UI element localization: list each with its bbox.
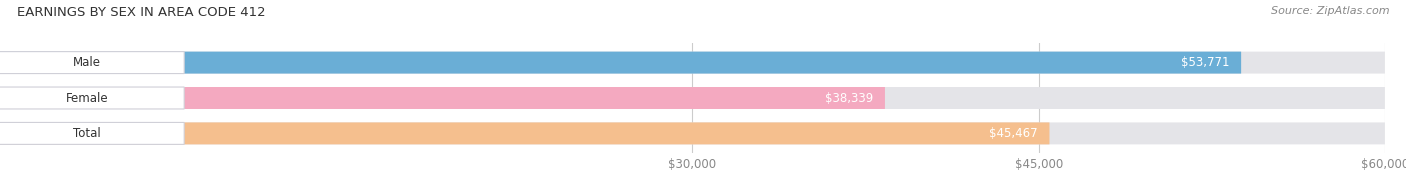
Text: Total: Total	[73, 127, 101, 140]
Text: Source: ZipAtlas.com: Source: ZipAtlas.com	[1271, 6, 1389, 16]
FancyBboxPatch shape	[0, 87, 884, 109]
Text: Male: Male	[73, 56, 101, 69]
FancyBboxPatch shape	[0, 87, 1385, 109]
FancyBboxPatch shape	[0, 52, 1241, 74]
Text: $53,771: $53,771	[1181, 56, 1230, 69]
Text: $38,339: $38,339	[825, 92, 873, 104]
Text: Female: Female	[66, 92, 108, 104]
Text: $45,467: $45,467	[990, 127, 1038, 140]
FancyBboxPatch shape	[0, 122, 184, 144]
Text: EARNINGS BY SEX IN AREA CODE 412: EARNINGS BY SEX IN AREA CODE 412	[17, 6, 266, 19]
FancyBboxPatch shape	[0, 122, 1385, 144]
FancyBboxPatch shape	[0, 52, 184, 74]
FancyBboxPatch shape	[0, 122, 1049, 144]
FancyBboxPatch shape	[0, 52, 1385, 74]
FancyBboxPatch shape	[0, 87, 184, 109]
